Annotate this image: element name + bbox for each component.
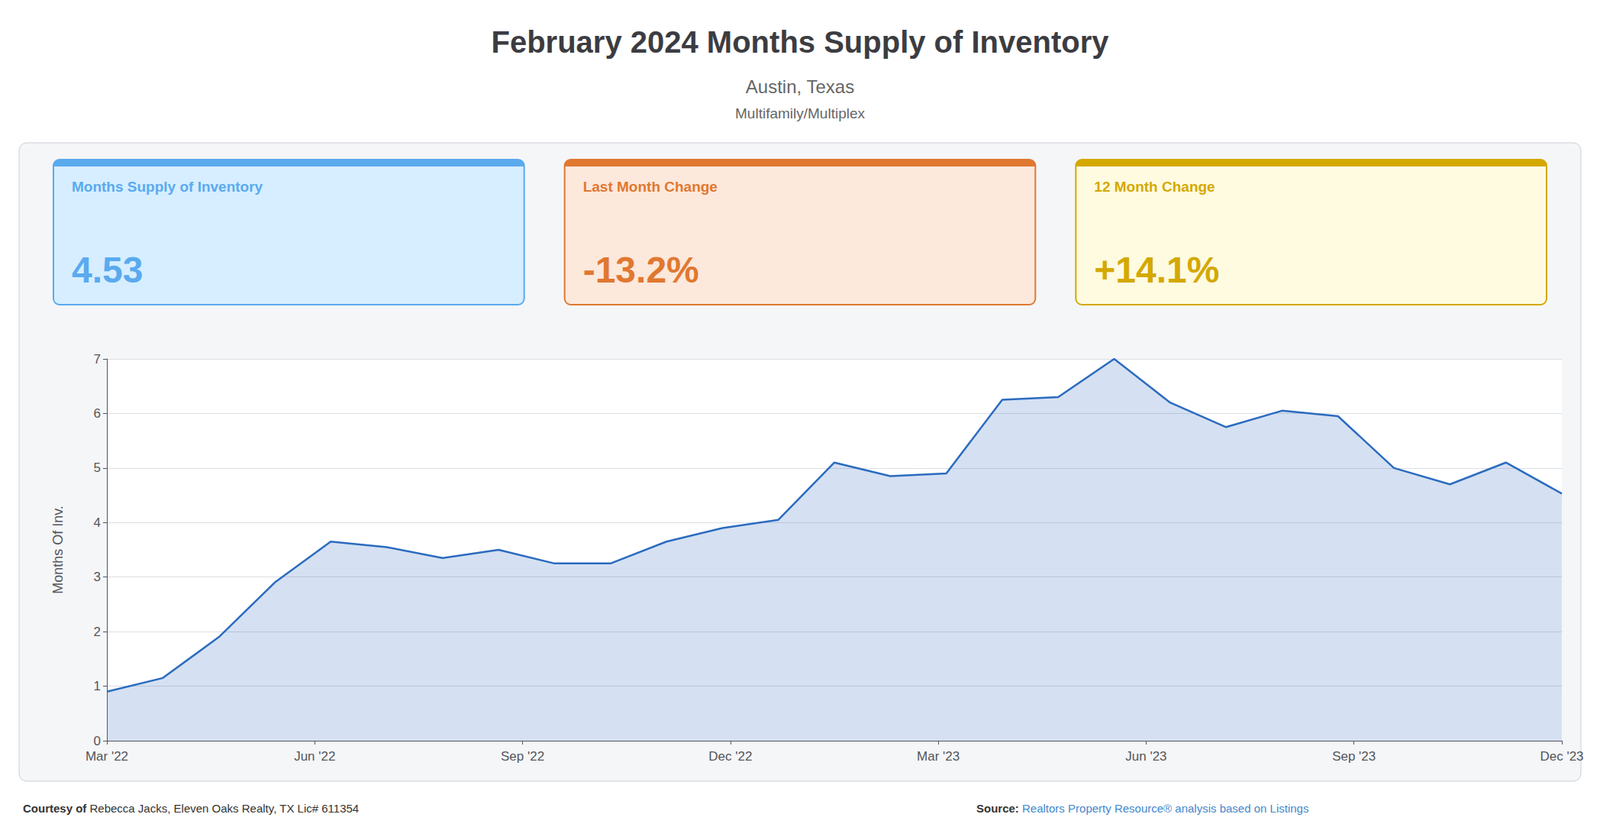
svg-text:Mar '23: Mar '23 (916, 748, 960, 764)
svg-text:Rebecca Jacks, Eleven Oaks Rea: Rebecca Jacks, Eleven Oaks Realty, TX Li… (86, 801, 359, 815)
svg-text:Courtesy of: Courtesy of (22, 801, 88, 815)
svg-text:-13.2%: -13.2% (583, 249, 700, 291)
svg-text:Months Supply of Inventory: Months Supply of Inventory (71, 178, 264, 195)
svg-text:12 Month Change: 12 Month Change (1093, 178, 1215, 195)
svg-text:0: 0 (93, 733, 101, 749)
svg-text:7: 7 (93, 351, 101, 367)
svg-text:February 2024 Months Supply of: February 2024 Months Supply of Inventory (490, 25, 1110, 59)
svg-text:Multifamily/Multiplex: Multifamily/Multiplex (735, 105, 865, 122)
svg-text:2: 2 (93, 624, 101, 639)
svg-text:+14.1%: +14.1% (1093, 249, 1220, 291)
svg-text:Mar '22: Mar '22 (85, 748, 129, 764)
svg-text:5: 5 (93, 460, 101, 475)
svg-text:Dec '22: Dec '22 (708, 748, 752, 764)
svg-text:Sep '22: Sep '22 (500, 748, 545, 764)
svg-text:Realtors Property Resource® an: Realtors Property Resource® analysis bas… (1019, 801, 1310, 815)
svg-text:Source:: Source: (976, 801, 1020, 815)
svg-text:3: 3 (93, 569, 101, 584)
svg-text:Dec '23: Dec '23 (1539, 748, 1584, 764)
svg-text:4: 4 (93, 515, 101, 530)
svg-text:6: 6 (93, 406, 101, 421)
svg-text:Jun '22: Jun '22 (293, 748, 336, 764)
svg-text:1: 1 (93, 678, 101, 694)
svg-text:Months Of Inv.: Months Of Inv. (50, 505, 66, 594)
svg-text:Jun '23: Jun '23 (1125, 748, 1167, 764)
svg-text:4.53: 4.53 (71, 249, 143, 291)
svg-text:Last Month Change: Last Month Change (583, 178, 718, 195)
svg-text:Austin, Texas: Austin, Texas (745, 76, 855, 97)
svg-text:Sep '23: Sep '23 (1332, 748, 1376, 764)
